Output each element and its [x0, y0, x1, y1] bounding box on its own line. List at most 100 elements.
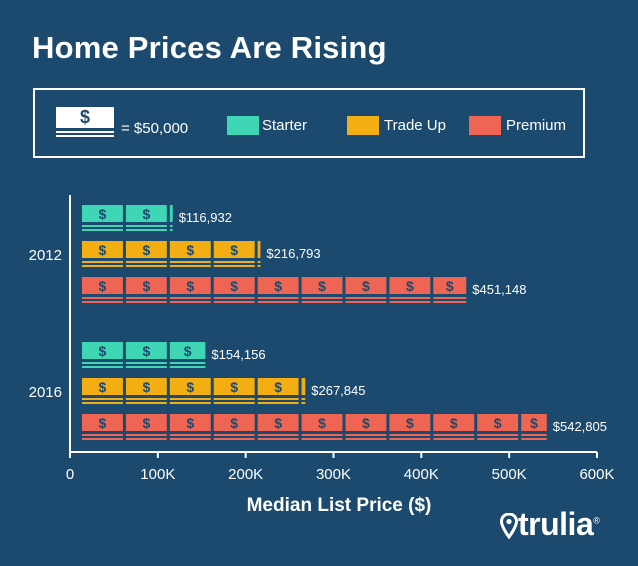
bill	[125, 277, 167, 294]
data-label: $116,932	[179, 210, 232, 225]
bill	[82, 378, 123, 395]
bill-stack-line	[82, 301, 123, 303]
dollar-sign-icon: $	[142, 343, 150, 359]
bill	[213, 277, 255, 294]
bill-stack-line	[389, 434, 431, 436]
dollar-sign-icon: $	[230, 379, 238, 395]
bill-stack-line	[169, 366, 206, 368]
bill-stack-line	[301, 402, 306, 404]
trulia-logo: trulia®	[499, 506, 600, 543]
data-label: $154,156	[211, 347, 265, 362]
y-category-label-2016: 2016	[29, 384, 62, 401]
bill-stack-line	[82, 398, 123, 400]
bill-stack-line	[169, 438, 211, 440]
bill-stack-line	[82, 438, 123, 440]
dollar-sign-icon: $	[142, 242, 150, 258]
bill-stack-line	[213, 301, 255, 303]
bill-stack-line	[301, 297, 343, 299]
bill-stack-line	[433, 301, 467, 303]
bill	[169, 414, 211, 431]
dollar-sign-icon: $	[494, 415, 502, 431]
bill-stack-line	[213, 261, 255, 263]
bill-stack-line	[169, 402, 211, 404]
bill-stack-line	[301, 438, 343, 440]
bill-stack-line	[125, 434, 167, 436]
bill	[257, 241, 261, 258]
x-tick-label: 200K	[228, 466, 263, 483]
dollar-sign-icon: $	[230, 242, 238, 258]
data-label: $542,805	[553, 419, 607, 434]
bill	[433, 414, 475, 431]
x-tick-label: 400K	[404, 466, 439, 483]
logo-text: trulia	[518, 506, 594, 542]
bill	[345, 414, 387, 431]
bill-stack-line	[213, 297, 255, 299]
bill-stack-line	[169, 225, 173, 227]
bill	[169, 378, 211, 395]
bill-stack-line	[125, 301, 167, 303]
bill	[169, 342, 206, 359]
bill-stack-line	[82, 225, 123, 227]
bill	[257, 414, 299, 431]
dollar-sign-icon: $	[530, 415, 538, 431]
legend-swatch-premium	[469, 116, 501, 135]
x-axis-label: Median List Price ($)	[246, 495, 432, 516]
bill	[521, 414, 547, 431]
dollar-sign-icon: $	[318, 415, 326, 431]
dollar-sign-icon: $	[274, 278, 282, 294]
bill-stack-line	[82, 366, 123, 368]
bill-stack-line	[301, 434, 343, 436]
legend-unit-label: = $50,000	[121, 120, 189, 137]
bill-stack-line	[82, 265, 123, 267]
bill	[125, 378, 167, 395]
bill-stack-line	[433, 438, 475, 440]
bill	[301, 378, 306, 395]
dollar-sign-icon: $	[186, 379, 194, 395]
bill-stack-line	[125, 362, 167, 364]
bill-stack-line	[82, 229, 123, 231]
bill-stack-line	[521, 438, 547, 440]
dollar-sign-icon: $	[99, 379, 107, 395]
bill-stack-line	[169, 398, 211, 400]
bill-stack-line	[82, 261, 123, 263]
dollar-sign-icon: $	[406, 278, 414, 294]
bill-stack-line	[125, 398, 167, 400]
bill-stack-line	[125, 297, 167, 299]
bill-stack-line	[213, 265, 255, 267]
dollar-sign-icon: $	[186, 415, 194, 431]
bill-stack-line	[345, 438, 387, 440]
bill-stack-line	[169, 434, 211, 436]
bill	[82, 205, 123, 222]
x-tick-label: 100K	[140, 466, 175, 483]
dollar-sign-icon: $	[450, 415, 458, 431]
data-label: $216,793	[266, 246, 320, 261]
bill-stack-line	[213, 434, 255, 436]
bill	[169, 205, 173, 222]
bill-stack-line	[389, 438, 431, 440]
dollar-sign-icon: $	[142, 415, 150, 431]
bill-stack-line	[477, 434, 519, 436]
bill-stack-line	[433, 297, 467, 299]
dollar-sign-icon: $	[230, 415, 238, 431]
dollar-sign-icon: $	[274, 415, 282, 431]
bill	[257, 378, 299, 395]
dollar-sign-icon: $	[99, 278, 107, 294]
legend-bill-line	[56, 135, 114, 137]
bar-trade-up-2016: $ $ $ $ $	[82, 378, 306, 404]
dollar-sign-icon: $	[186, 278, 194, 294]
bill-stack-line	[301, 301, 343, 303]
bill-stack-line	[169, 301, 211, 303]
bill-stack-line	[257, 261, 261, 263]
bill-stack-line	[389, 301, 431, 303]
dollar-sign-icon: $	[99, 415, 107, 431]
registered-mark: ®	[593, 515, 600, 526]
bill	[125, 342, 167, 359]
bill-stack-line	[169, 261, 211, 263]
bill-stack-line	[301, 398, 306, 400]
x-tick-label: 500K	[492, 466, 527, 483]
bill-stack-line	[257, 438, 299, 440]
bill	[213, 241, 255, 258]
bill	[301, 277, 343, 294]
bill-stack-line	[257, 434, 299, 436]
bill-stack-line	[389, 297, 431, 299]
